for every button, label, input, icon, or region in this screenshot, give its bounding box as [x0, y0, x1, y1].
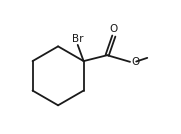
- Text: O: O: [132, 57, 140, 67]
- Text: Br: Br: [72, 34, 83, 44]
- Text: O: O: [110, 24, 118, 34]
